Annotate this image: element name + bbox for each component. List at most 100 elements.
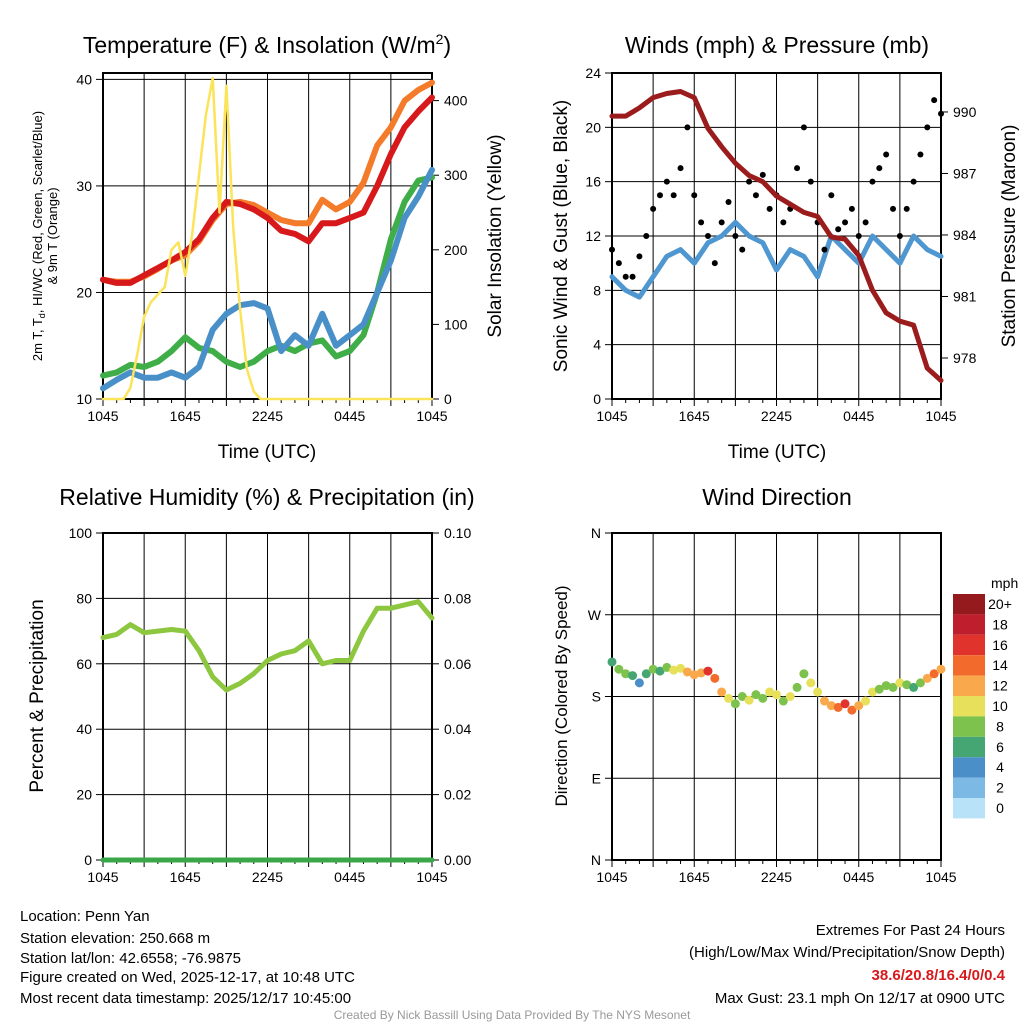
y-tick-label: E [592,770,601,786]
wind-direction-point [881,681,891,691]
wind-direction-point [669,665,679,675]
x-tick-label: 2245 [252,869,283,885]
wind-chart-title: Winds (mph) & Pressure (mb) [625,32,929,58]
gust-point [766,205,773,212]
y-tick-label: N [591,525,601,541]
speed-legend-label: 14 [992,657,1008,673]
speed-legend-label: 4 [996,759,1004,775]
footer-elevation: Station elevation: 250.668 m [20,930,210,947]
wind-direction-point [655,666,665,676]
y-tick-label: 20 [76,787,92,803]
y-tick-label: 8 [593,282,601,298]
y-tick-label: S [592,689,601,705]
x-tick-label: 1045 [925,869,956,885]
gust-point [890,205,897,212]
x-tick-label: 1045 [87,408,118,424]
wind-direction-point [778,696,788,706]
gust-point [759,171,766,178]
y2-tick-label: 0.02 [444,787,471,803]
wind-direction-point [682,667,692,677]
x-tick-label: 2245 [252,408,283,424]
y2-tick-label: 0.06 [444,656,471,672]
gust-point [752,192,759,199]
x-tick-label: 1045 [925,408,956,424]
speed-legend-label: 18 [992,616,1008,632]
speed-legend-swatch [953,594,985,615]
y-tick-label: 60 [76,656,92,672]
speed-legend-label: 12 [992,678,1008,694]
y2-tick-label: 0.08 [444,590,471,606]
speed-legend-swatch [953,736,985,758]
gust-point [670,192,677,199]
gust-point [663,178,670,185]
wind-direction-point [813,687,823,697]
x-tick-label: 1645 [679,408,710,424]
speed-legend-label: 0 [996,800,1004,816]
wind-direction-point [607,657,617,667]
x-tick-label: 1045 [416,869,447,885]
gust-point [842,219,849,226]
y2-tick-label: 990 [953,104,977,120]
wind-direction-point [888,682,898,692]
wind-direction-point [929,669,939,679]
wind-xlabel: Time (UTC) [728,442,827,463]
wind-direction-point [895,678,905,688]
extremes-title: Extremes For Past 24 Hours [816,922,1005,939]
wind-direction-point [861,696,871,706]
x-tick-label: 2245 [761,408,792,424]
speed-legend-label: 16 [992,637,1008,653]
gust-point [794,165,801,172]
speed-legend-label: 6 [996,739,1004,755]
x-tick-label: 1645 [679,869,710,885]
rh-ylabel: Percent & Precipitation [27,599,48,792]
wind-direction-point [662,662,672,672]
y2-tick-label: 400 [444,93,468,109]
x-tick-label: 0445 [843,408,874,424]
wind-direction-point [854,701,864,711]
y-tick-label: 40 [76,721,92,737]
x-tick-label: 1645 [170,408,201,424]
plot-frame [611,72,942,400]
temp-marks [100,76,435,401]
wind-direction-point [676,663,686,673]
y-tick-label: 24 [585,65,601,81]
x-tick-label: 0445 [334,408,365,424]
gust-point [910,178,917,185]
gust-point [739,246,746,253]
gust-point [917,151,924,158]
speed-legend-swatch [953,614,985,635]
wind-direction-point [785,692,795,701]
footer-location: Location: Penn Yan [20,908,150,925]
speed-legend-swatch [953,716,985,737]
y2-tick-label: 100 [444,316,468,332]
y-tick-label: 20 [585,119,601,135]
dir-plot: 1045 1645 2245 0445 1045NESWNmph20+181614121… [588,525,1018,885]
wind-direction-point [819,696,829,706]
gust-point [677,165,684,172]
x-tick-label: 0445 [334,869,365,885]
gust-point [691,192,698,199]
x-tick-label: 1045 [87,869,118,885]
gust-point [903,205,910,212]
gust-point [780,219,787,226]
wind-direction-point [833,702,843,712]
wind-direction-point [744,695,754,705]
speed-legend-swatch [953,696,985,717]
speed-legend: mph 20+ 18 16 14 12 10 8 6 4 2 0 [953,575,1018,819]
wind-direction-point [730,699,740,709]
gust-point [835,226,842,233]
y2-tick-label: 200 [444,242,468,258]
footer-latlon: Station lat/lon: 42.6558; -76.9875 [20,950,241,967]
wind-direction-point [826,701,836,711]
plot-frame [611,532,942,861]
wind-ylabel: Sonic Wind & Gust (Blue, Black) [551,100,572,372]
wind-direction-point [915,678,925,688]
speed-legend-label: 2 [996,780,1004,796]
sonic-wind-line [609,219,944,300]
wind-direction-point [909,682,919,692]
temp-y2label: Solar Insolation (Yellow) [485,134,506,337]
footer-recent-timestamp: Most recent data timestamp: 2025/12/17 1… [20,990,351,1007]
y2-tick-label: 0.10 [444,525,471,541]
wind-marks [609,89,944,383]
wind-direction-point [689,670,699,680]
